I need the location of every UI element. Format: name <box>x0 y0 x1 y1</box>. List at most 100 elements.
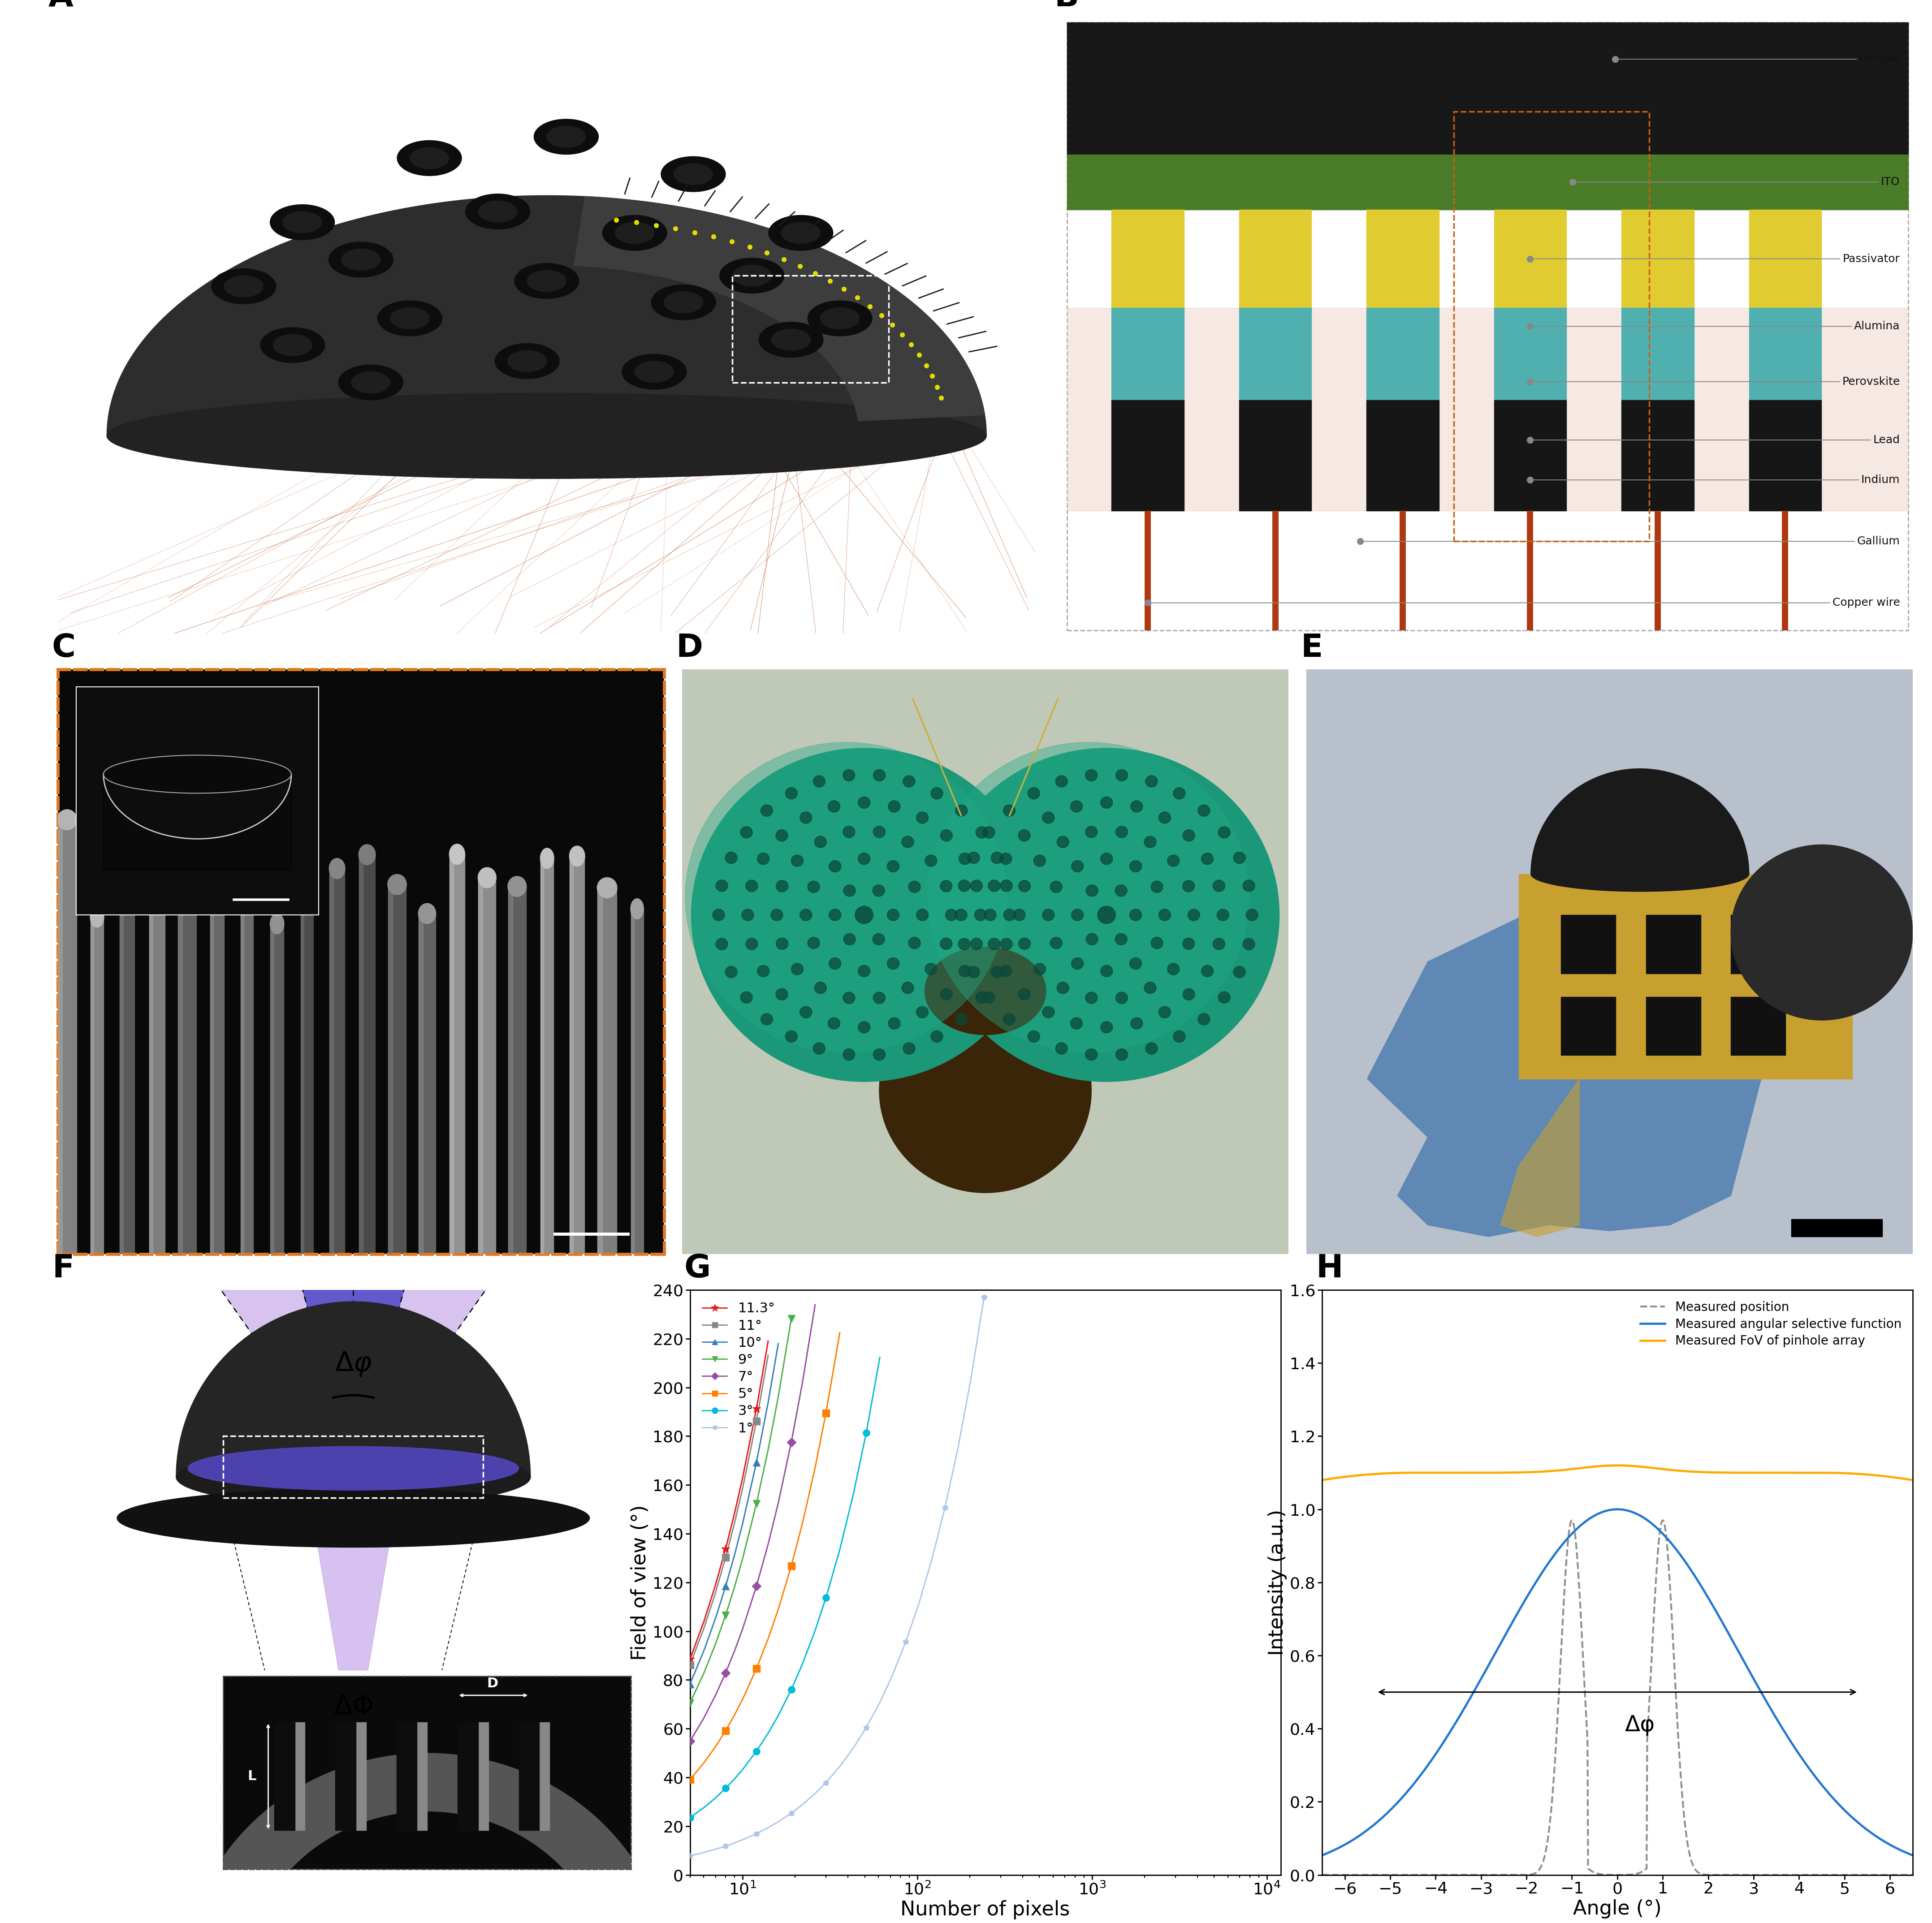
Bar <box>388 885 406 1254</box>
Measured angular selective function <box>1781 1735 1804 1758</box>
Bar <box>1791 1219 1882 1236</box>
Circle shape <box>1057 983 1068 994</box>
Circle shape <box>771 910 782 921</box>
Circle shape <box>983 827 995 838</box>
Circle shape <box>665 292 703 313</box>
Circle shape <box>746 881 757 892</box>
Bar <box>1238 308 1312 400</box>
Circle shape <box>342 248 381 271</box>
Circle shape <box>724 965 738 979</box>
Ellipse shape <box>450 844 466 865</box>
Circle shape <box>933 748 1279 1081</box>
Text: ITO: ITO <box>1575 177 1899 187</box>
Circle shape <box>1130 860 1142 873</box>
Bar <box>1453 112 1650 542</box>
Circle shape <box>746 938 757 950</box>
Circle shape <box>777 829 788 842</box>
Line: Measured angular selective function: Measured angular selective function <box>1321 1510 1913 1856</box>
Circle shape <box>1055 775 1068 787</box>
Circle shape <box>1057 837 1068 848</box>
Ellipse shape <box>91 908 104 927</box>
Ellipse shape <box>597 877 616 898</box>
Circle shape <box>224 275 263 296</box>
Text: $\Delta\varphi$: $\Delta\varphi$ <box>334 1350 373 1377</box>
Circle shape <box>858 1021 869 1033</box>
Circle shape <box>508 350 547 371</box>
Measured angular selective function <box>1310 1844 1333 1867</box>
Circle shape <box>889 800 900 812</box>
Circle shape <box>514 263 580 298</box>
Wedge shape <box>176 1302 531 1477</box>
Circle shape <box>674 163 713 185</box>
Bar <box>1366 308 1439 400</box>
Bar <box>1748 308 1822 400</box>
Bar <box>508 887 526 1254</box>
Circle shape <box>740 827 752 838</box>
Circle shape <box>931 787 943 800</box>
Bar <box>242 802 253 1254</box>
Circle shape <box>1198 1013 1209 1025</box>
Bar <box>450 854 464 1254</box>
Measured angular selective function <box>1605 1498 1629 1521</box>
Measured FoV of pinhole array <box>1571 1456 1594 1479</box>
Circle shape <box>970 881 983 892</box>
Circle shape <box>1167 963 1179 975</box>
Circle shape <box>1182 881 1194 892</box>
Bar <box>1366 210 1439 308</box>
Ellipse shape <box>570 846 585 867</box>
Text: Alumina: Alumina <box>1532 321 1899 333</box>
Legend: 11.3°, 11°, 10°, 9°, 7°, 5°, 3°, 1°: 11.3°, 11°, 10°, 9°, 7°, 5°, 3°, 1° <box>697 1296 781 1440</box>
Bar <box>270 923 274 1254</box>
Circle shape <box>941 988 952 1000</box>
Circle shape <box>410 148 448 169</box>
Circle shape <box>1003 1013 1016 1025</box>
Ellipse shape <box>925 946 1045 1035</box>
Circle shape <box>931 1031 943 1042</box>
Circle shape <box>328 242 394 277</box>
Circle shape <box>1182 938 1194 950</box>
Ellipse shape <box>541 848 554 869</box>
Circle shape <box>858 965 869 977</box>
Circle shape <box>1188 910 1200 921</box>
Circle shape <box>1051 881 1063 892</box>
Bar <box>1646 996 1700 1056</box>
Circle shape <box>761 804 773 817</box>
Circle shape <box>941 829 952 842</box>
Circle shape <box>1217 910 1229 921</box>
Measured angular selective function <box>1772 1717 1795 1740</box>
Polygon shape <box>106 196 987 437</box>
Bar <box>301 800 303 1254</box>
Circle shape <box>1018 881 1030 892</box>
Text: F: F <box>52 1254 73 1285</box>
Circle shape <box>1246 910 1258 921</box>
Bar <box>211 808 214 1254</box>
Circle shape <box>352 371 390 392</box>
Circle shape <box>1115 827 1128 838</box>
Circle shape <box>1101 1021 1113 1033</box>
Text: Indium: Indium <box>1532 475 1899 485</box>
Circle shape <box>1233 852 1246 863</box>
Circle shape <box>272 335 313 356</box>
Bar <box>120 838 135 1254</box>
Measured FoV of pinhole array <box>1901 1469 1924 1492</box>
Circle shape <box>1219 827 1231 838</box>
Circle shape <box>761 1013 773 1025</box>
Circle shape <box>908 881 920 892</box>
Circle shape <box>603 215 667 250</box>
Circle shape <box>844 885 856 896</box>
Circle shape <box>842 992 856 1004</box>
Circle shape <box>1041 1006 1055 1017</box>
X-axis label: Angle (°): Angle (°) <box>1573 1900 1662 1919</box>
Circle shape <box>1159 812 1171 823</box>
Ellipse shape <box>120 827 135 848</box>
Circle shape <box>1072 860 1084 873</box>
Circle shape <box>873 827 885 838</box>
Text: Gallium: Gallium <box>1362 537 1899 546</box>
Circle shape <box>958 938 970 950</box>
Circle shape <box>1086 992 1097 1004</box>
Legend: Measured position, Measured angular selective function, Measured FoV of pinhole : Measured position, Measured angular sele… <box>1634 1296 1907 1352</box>
Bar <box>1111 400 1184 512</box>
Ellipse shape <box>301 790 313 812</box>
Circle shape <box>958 854 972 865</box>
Bar <box>178 829 197 1254</box>
